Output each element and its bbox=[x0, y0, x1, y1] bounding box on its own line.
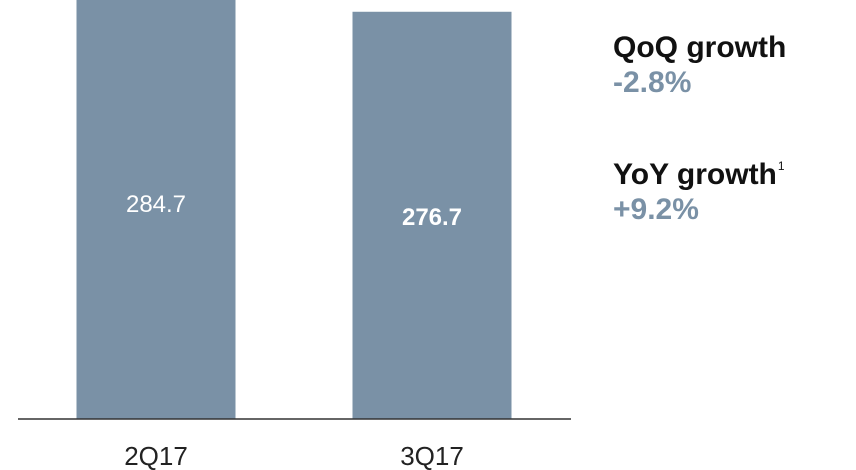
growth-stats: QoQ growth -2.8% YoY growth1 +9.2% bbox=[613, 30, 786, 227]
bar-3q17 bbox=[352, 11, 512, 419]
bar-value-label-3q17: 276.7 bbox=[402, 204, 462, 231]
yoy-growth-label: YoY growth1 bbox=[613, 158, 785, 191]
qoq-growth-value: -2.8% bbox=[613, 66, 692, 99]
bar-chart: 284.7 276.7 2Q17 3Q17 bbox=[18, 0, 571, 470]
bars-group: 284.7 276.7 bbox=[76, 0, 512, 419]
x-tick-label-3q17: 3Q17 bbox=[400, 441, 464, 470]
yoy-growth-value: +9.2% bbox=[613, 193, 699, 226]
x-tick-label-2q17: 2Q17 bbox=[124, 441, 188, 470]
yoy-growth-block: YoY growth1 +9.2% bbox=[613, 148, 786, 227]
yoy-footnote-marker: 1 bbox=[777, 159, 785, 173]
bar-2q17 bbox=[76, 0, 236, 419]
qoq-growth-label: QoQ growth bbox=[613, 31, 787, 64]
x-tick-labels: 2Q17 3Q17 bbox=[124, 441, 464, 470]
bar-value-label-2q17: 284.7 bbox=[126, 191, 186, 218]
qoq-growth-block: QoQ growth -2.8% bbox=[613, 30, 786, 100]
